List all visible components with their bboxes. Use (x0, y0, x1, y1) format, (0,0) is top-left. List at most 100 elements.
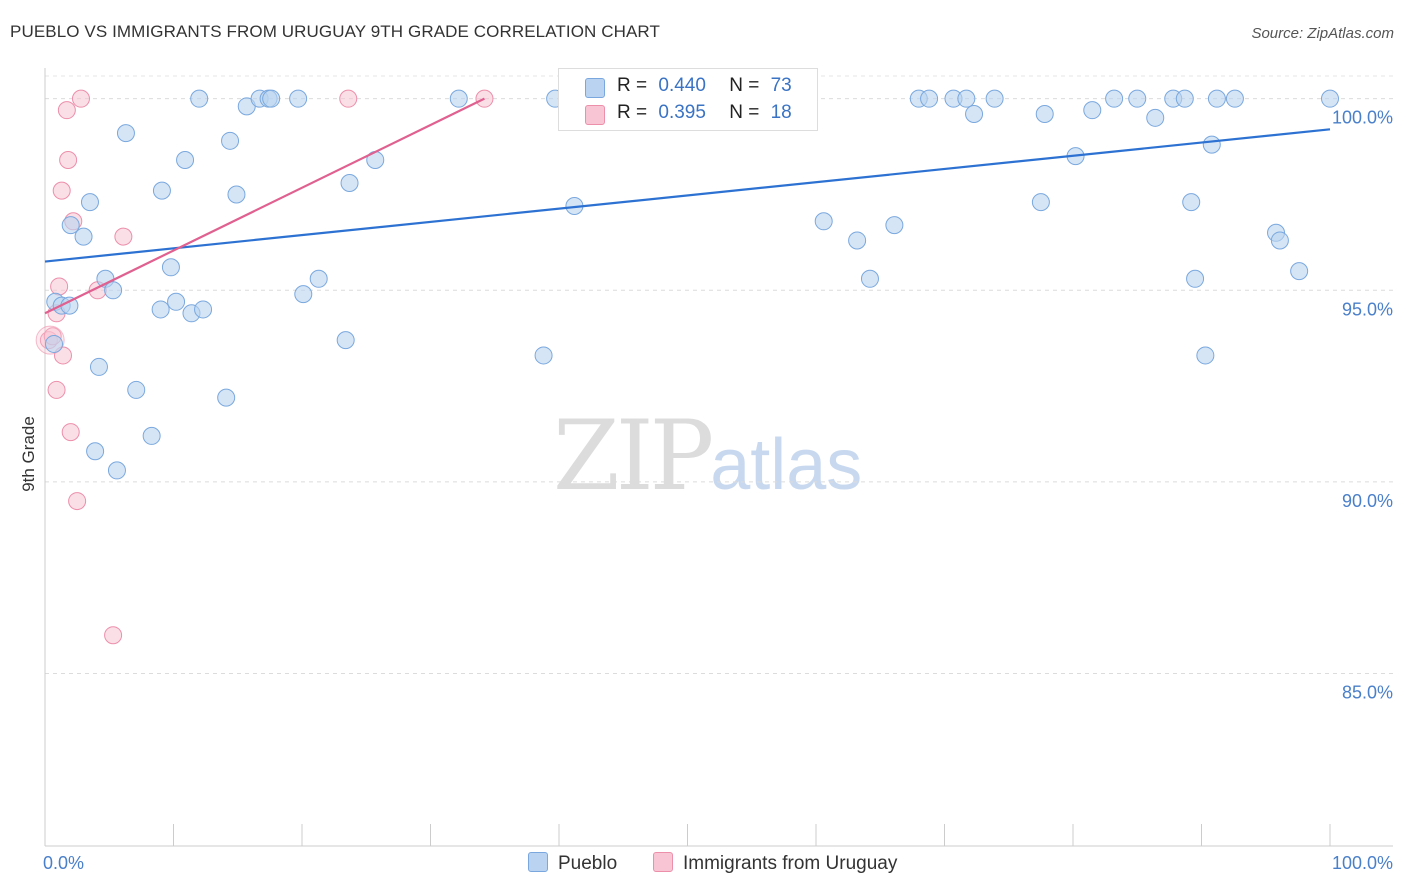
pueblo-point (340, 173, 359, 192)
uruguay-point (59, 150, 78, 169)
pueblo-r-value: 0.440 (658, 75, 706, 96)
pueblo-point (104, 281, 123, 300)
pueblo-point (190, 89, 209, 108)
pueblo-point (1031, 193, 1050, 212)
stats-legend: R = 0.440 N = 73 R = 0.395 N = 18 (558, 68, 818, 131)
pueblo-point (1128, 89, 1147, 108)
uruguay-legend-label: Immigrants from Uruguay (683, 853, 898, 874)
pueblo-point (1196, 346, 1215, 365)
watermark-zip: ZIP (553, 400, 714, 512)
pueblo-point (1290, 262, 1309, 281)
pueblo-point (289, 89, 308, 108)
uruguay-swatch (585, 105, 605, 125)
bottom-legend-uruguay: Immigrants from Uruguay (653, 852, 897, 875)
pueblo-point (965, 104, 984, 123)
pueblo-point (227, 185, 246, 204)
pueblo-point (534, 346, 553, 365)
uruguay-n-value: 18 (770, 102, 792, 123)
pueblo-point (309, 269, 328, 288)
y-tick-label: 100.0% (1332, 108, 1393, 128)
pueblo-point (957, 89, 976, 108)
pueblo-point (152, 181, 171, 200)
trend-lines (44, 97, 1331, 315)
pueblo-point (1083, 101, 1102, 120)
pueblo-point (262, 89, 281, 108)
x-tick-label: 0.0% (43, 853, 84, 873)
axis-labels: 100.0% 95.0% 90.0% 85.0% 0.0% 100.0% 9th Grade (19, 108, 1393, 873)
pueblo-point (985, 89, 1004, 108)
pueblo-points (44, 89, 1339, 480)
pueblo-point (336, 331, 355, 350)
pueblo-point (221, 131, 240, 150)
pueblo-point (61, 216, 80, 235)
pueblo-point (1207, 89, 1226, 108)
pueblo-point (217, 388, 236, 407)
pueblo-point (885, 216, 904, 235)
pueblo-point (1035, 104, 1054, 123)
pueblo-trend-line (44, 128, 1331, 263)
pueblo-point (142, 426, 161, 445)
pueblo-point (176, 150, 195, 169)
uruguay-point (339, 89, 358, 108)
uruguay-point (50, 277, 69, 296)
pueblo-point (74, 227, 93, 246)
pueblo-point (151, 300, 170, 319)
uruguay-legend-swatch (653, 852, 673, 872)
uruguay-point (71, 89, 90, 108)
uruguay-point (57, 101, 76, 120)
uruguay-point (104, 626, 123, 645)
pueblo-point (1146, 108, 1165, 127)
pueblo-point (1202, 135, 1221, 154)
uruguay-point (68, 492, 87, 511)
pueblo-point (1105, 89, 1124, 108)
n-label: N = (729, 75, 760, 96)
uruguay-point (52, 181, 71, 200)
pueblo-point (44, 334, 63, 353)
pueblo-point (127, 380, 146, 399)
bottom-legend-pueblo: Pueblo (528, 852, 617, 875)
axes (44, 68, 1393, 847)
pueblo-point (449, 89, 468, 108)
uruguay-point (61, 423, 80, 442)
pueblo-point (1225, 89, 1244, 108)
r-label: R = (617, 75, 648, 96)
chart-title: PUEBLO VS IMMIGRANTS FROM URUGUAY 9TH GR… (10, 22, 660, 41)
y-tick-label: 95.0% (1342, 299, 1393, 319)
pueblo-point (86, 442, 105, 461)
watermark-atlas: atlas (710, 425, 863, 505)
pueblo-point (161, 258, 180, 277)
pueblo-swatch (585, 78, 605, 98)
pueblo-point (107, 461, 126, 480)
grid-lines (45, 75, 1393, 675)
pueblo-point (920, 89, 939, 108)
pueblo-point (860, 269, 879, 288)
pueblo-point (1321, 89, 1339, 108)
y-tick-label: 90.0% (1342, 491, 1393, 511)
pueblo-point (1175, 89, 1194, 108)
pueblo-point (1270, 231, 1289, 250)
y-tick-label: 85.0% (1342, 683, 1393, 703)
uruguay-r-value: 0.395 (658, 102, 706, 123)
pueblo-point (89, 357, 108, 376)
n-label: N = (729, 102, 760, 123)
uruguay-point (114, 227, 133, 246)
pueblo-point (848, 231, 867, 250)
pueblo-point (1182, 193, 1201, 212)
pueblo-point (194, 300, 213, 319)
pueblo-point (80, 193, 99, 212)
uruguay-point (47, 380, 66, 399)
pueblo-legend-swatch (528, 852, 548, 872)
pueblo-legend-label: Pueblo (558, 853, 618, 874)
zipatlas-watermark: ZIPatlas (553, 400, 862, 512)
pueblo-point (814, 212, 833, 231)
pueblo-n-value: 73 (770, 75, 792, 96)
pueblo-point (167, 292, 186, 311)
pueblo-point (116, 124, 135, 143)
uruguay-trend-line (44, 97, 485, 315)
source-credit: Source: ZipAtlas.com (1251, 25, 1394, 42)
y-axis-label: 9th Grade (19, 416, 38, 492)
x-tick-label: 100.0% (1332, 853, 1393, 873)
pueblo-point (294, 285, 313, 304)
r-label: R = (617, 102, 648, 123)
